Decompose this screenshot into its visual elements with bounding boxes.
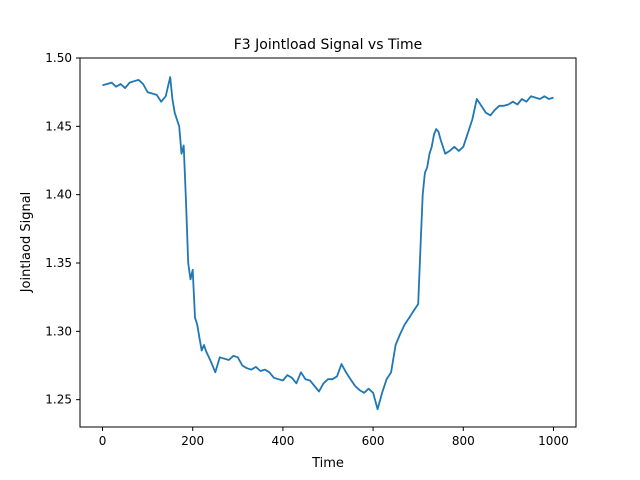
y-axis-label: Jointlaod Signal (19, 192, 34, 294)
x-tick-label: 0 (99, 434, 107, 448)
x-tick-label: 800 (452, 434, 475, 448)
chart-title: F3 Jointload Signal vs Time (234, 37, 422, 53)
y-tick-label: 1.30 (45, 324, 72, 338)
y-tick-label: 1.40 (45, 188, 72, 202)
y-tick-label: 1.50 (45, 51, 72, 65)
x-tick-label: 400 (271, 434, 294, 448)
x-axis-label: Time (311, 456, 344, 471)
y-tick-label: 1.25 (45, 393, 72, 407)
x-tick-label: 200 (181, 434, 204, 448)
x-tick-label: 600 (362, 434, 385, 448)
y-tick-label: 1.35 (45, 256, 72, 270)
x-tick-label: 1000 (538, 434, 569, 448)
y-tick-label: 1.45 (45, 119, 72, 133)
plot-frame (79, 57, 577, 428)
signal-line (102, 76, 554, 411)
plot-area (80, 58, 576, 427)
